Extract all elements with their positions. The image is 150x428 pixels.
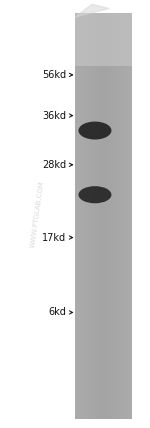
Bar: [128, 13, 129, 419]
Bar: [75, 13, 132, 66]
Bar: [113, 13, 114, 419]
Bar: [87, 13, 88, 419]
Bar: [130, 13, 131, 419]
Bar: [85, 13, 86, 419]
Bar: [95, 13, 96, 419]
Bar: [83, 13, 84, 419]
Bar: [96, 13, 97, 419]
Bar: [99, 13, 100, 419]
Bar: [98, 13, 99, 419]
Bar: [101, 13, 102, 419]
Bar: [88, 13, 89, 419]
Bar: [103, 13, 104, 419]
Bar: [103, 13, 104, 419]
Text: 6kd: 6kd: [48, 307, 66, 318]
Bar: [122, 13, 123, 419]
Bar: [131, 13, 132, 419]
Bar: [110, 13, 111, 419]
Bar: [86, 13, 87, 419]
Bar: [120, 13, 121, 419]
Text: 56kd: 56kd: [42, 70, 66, 80]
Bar: [89, 13, 90, 419]
Text: 36kd: 36kd: [42, 110, 66, 121]
Bar: [116, 13, 117, 419]
Ellipse shape: [78, 122, 111, 140]
Bar: [123, 13, 124, 419]
Bar: [118, 13, 119, 419]
Bar: [91, 13, 92, 419]
Bar: [76, 13, 77, 419]
Bar: [106, 13, 107, 419]
Bar: [102, 13, 103, 419]
Text: WWW.PTGLAB.COM: WWW.PTGLAB.COM: [30, 180, 45, 248]
Bar: [100, 13, 101, 419]
Bar: [104, 13, 105, 419]
Bar: [109, 13, 110, 419]
Bar: [112, 13, 113, 419]
Bar: [117, 13, 118, 419]
Text: 17kd: 17kd: [42, 232, 66, 243]
Bar: [90, 13, 91, 419]
Ellipse shape: [78, 186, 111, 203]
Bar: [114, 13, 115, 419]
Text: 28kd: 28kd: [42, 160, 66, 170]
Bar: [124, 13, 125, 419]
Bar: [77, 13, 78, 419]
Bar: [111, 13, 112, 419]
Bar: [78, 13, 79, 419]
Bar: [84, 13, 85, 419]
Bar: [125, 13, 126, 419]
Bar: [81, 13, 82, 419]
Bar: [119, 13, 120, 419]
Bar: [94, 13, 95, 419]
Bar: [92, 13, 93, 419]
Bar: [115, 13, 116, 419]
Bar: [75, 13, 76, 419]
Bar: [127, 13, 128, 419]
Bar: [129, 13, 130, 419]
Polygon shape: [75, 4, 109, 17]
Bar: [82, 13, 83, 419]
Bar: [93, 13, 94, 419]
Bar: [121, 13, 122, 419]
Bar: [97, 13, 98, 419]
Bar: [105, 13, 106, 419]
Bar: [108, 13, 109, 419]
Bar: [126, 13, 127, 419]
Bar: [80, 13, 81, 419]
Bar: [107, 13, 108, 419]
Bar: [79, 13, 80, 419]
